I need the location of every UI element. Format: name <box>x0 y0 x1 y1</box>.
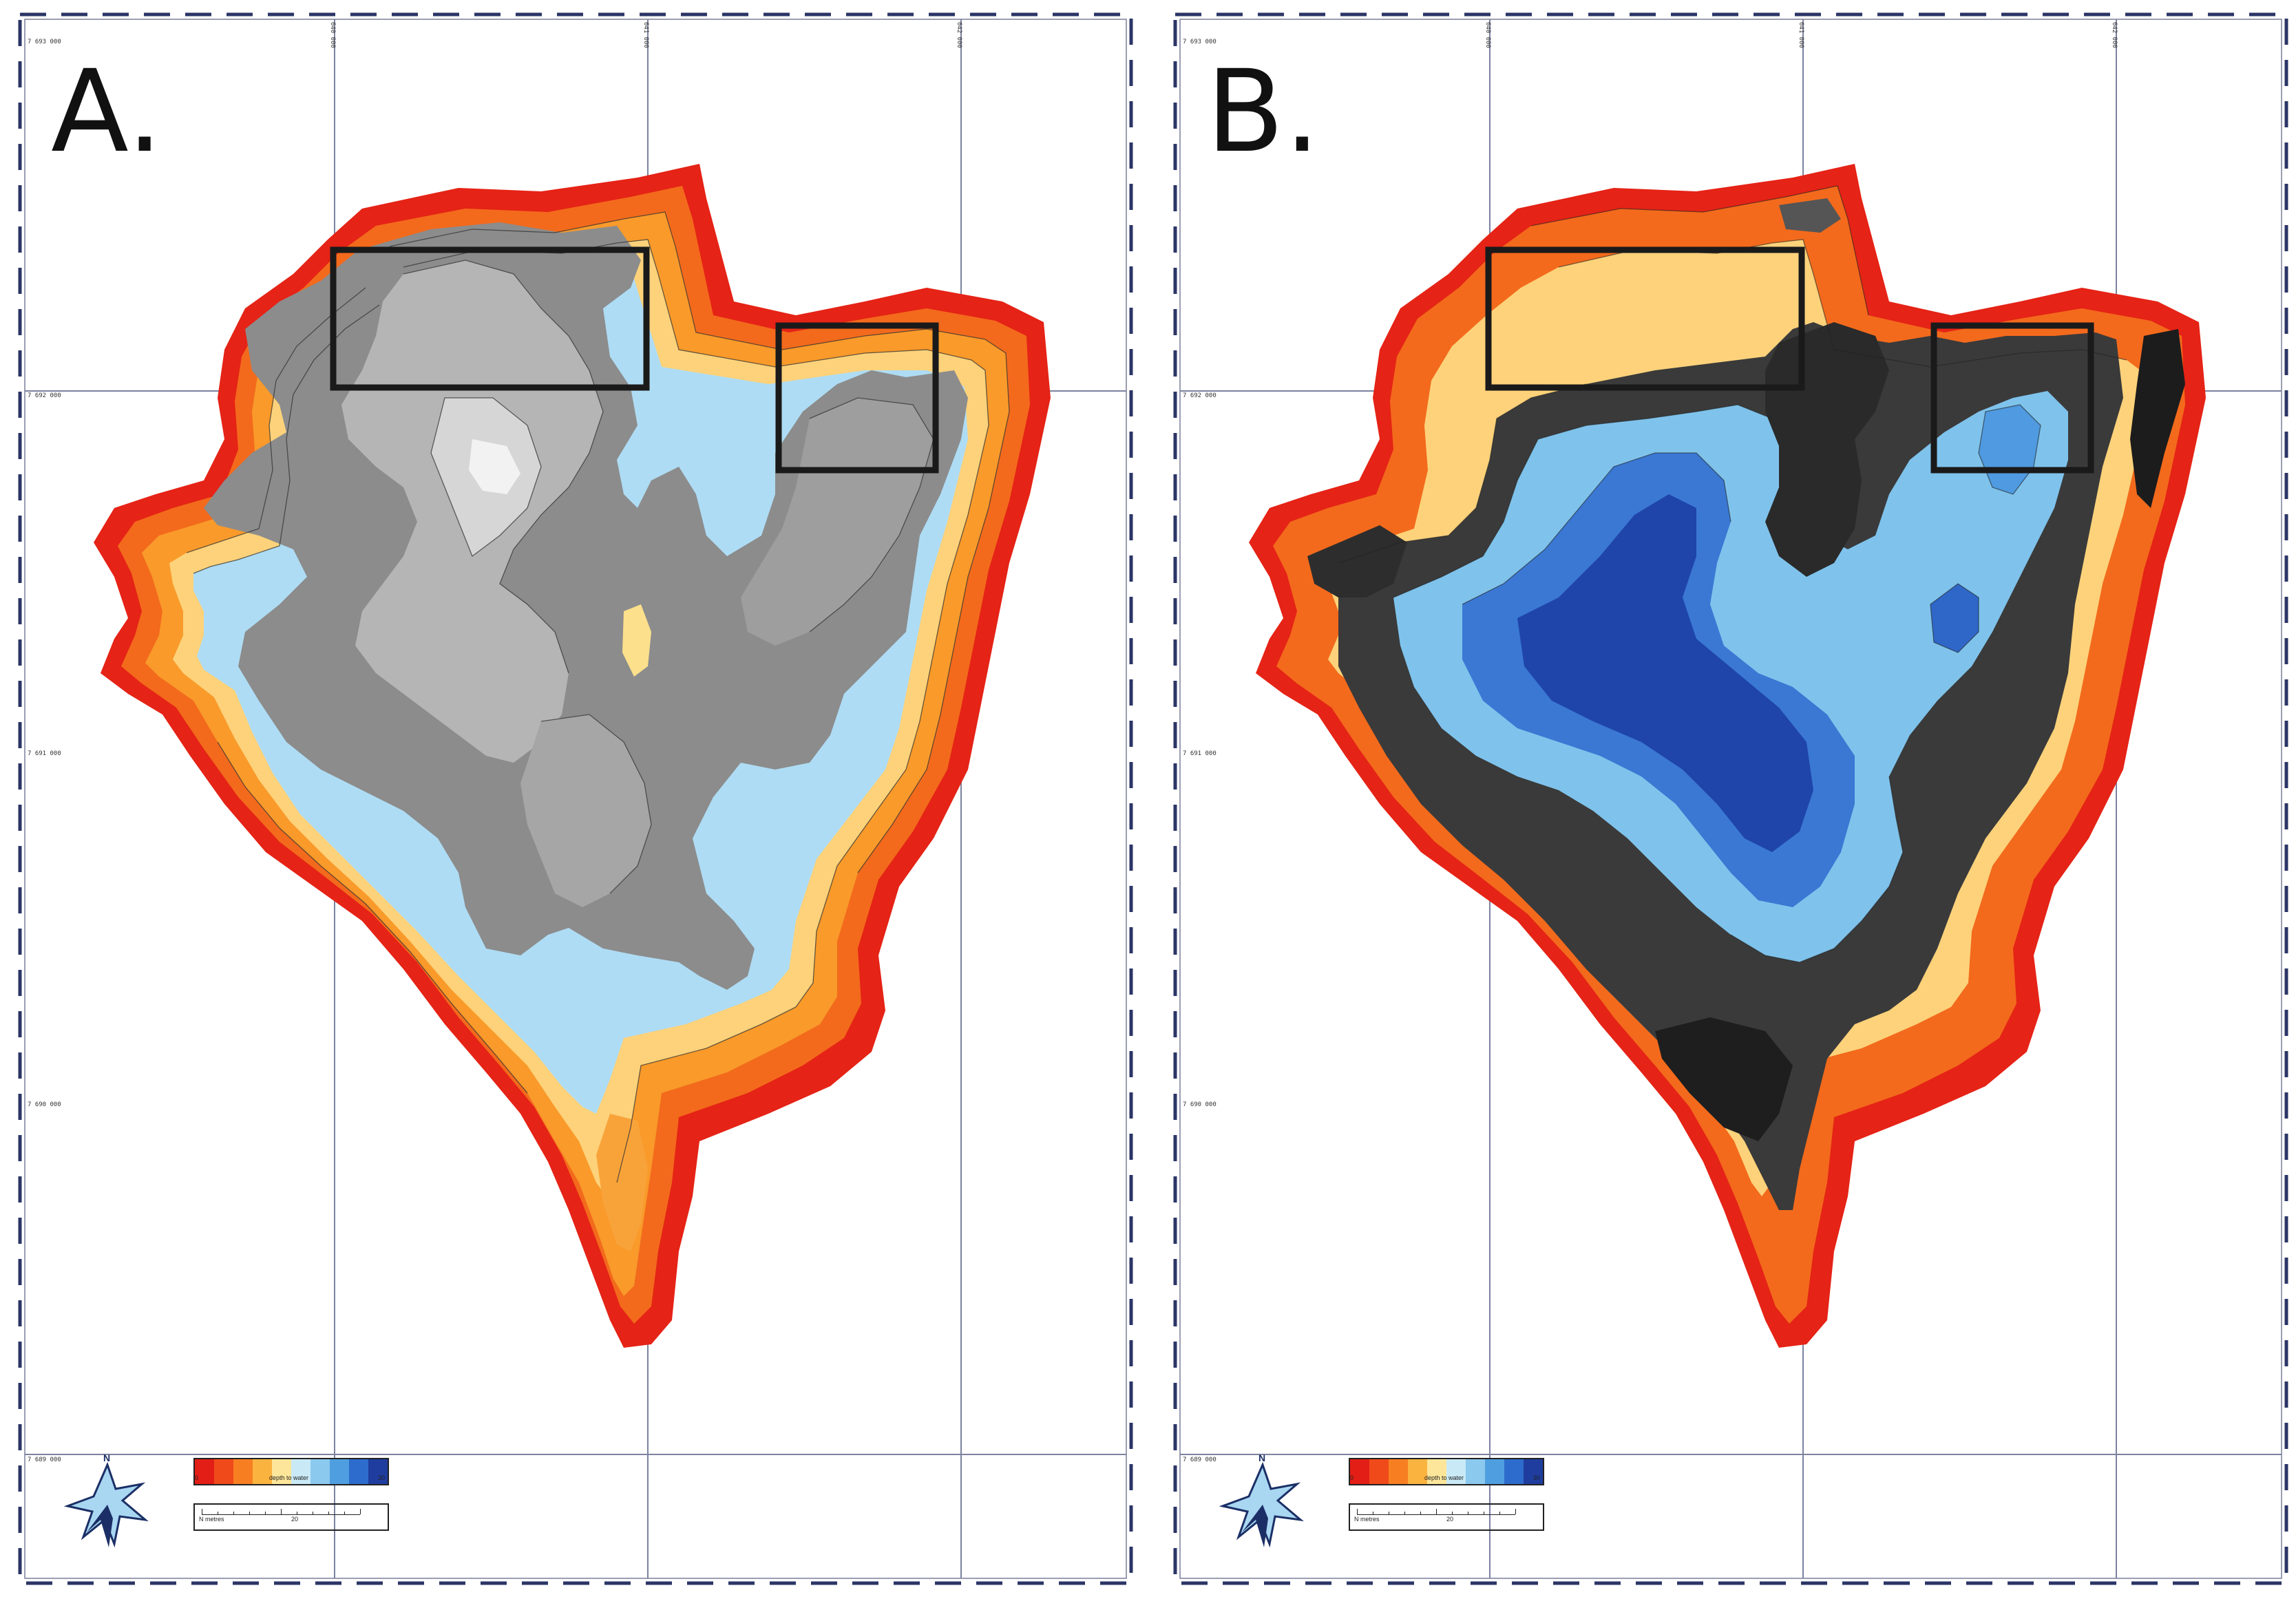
colorbar-max-label: 30 <box>1533 1474 1540 1481</box>
lake-grey-east <box>741 398 934 646</box>
coord-left-3: 7 691 000 <box>28 750 61 757</box>
scale-tick <box>328 1512 329 1514</box>
lake-blue-east <box>1930 584 1979 653</box>
coord-top-1: 640 000 <box>1484 22 1491 48</box>
coord-top-2: 641 000 <box>1798 22 1804 48</box>
highlight-box-east <box>775 322 939 474</box>
colorbar-min-label: 0 <box>1350 1474 1354 1481</box>
lake-yellow-spot <box>622 604 651 677</box>
scale-tick <box>1499 1512 1500 1514</box>
highlight-box-east <box>1930 322 2094 474</box>
scale-tick <box>1357 1509 1358 1514</box>
lake-dark-nw-bump <box>1779 198 1841 233</box>
map-panel-a: A. 640 000 641 000 642 000 7 693 000 7 6… <box>18 12 1133 1585</box>
map-frame <box>18 12 1133 1585</box>
map-a-canvas <box>18 12 1133 1585</box>
colorbar-title: depth to water <box>269 1474 309 1481</box>
scale-unit: N metres <box>1354 1516 1380 1523</box>
coord-left-1: 7 693 000 <box>1183 39 1217 45</box>
scale-tick <box>249 1512 250 1514</box>
scale-value: 20 <box>1446 1516 1454 1523</box>
scale-tick <box>1436 1509 1437 1514</box>
map-legend: 0 depth to water 30 N metres 20 <box>1349 1458 1548 1531</box>
map-inner-frame <box>24 19 1127 1579</box>
lake-orange-south-lobe <box>596 1114 648 1251</box>
scale-bar: N metres 20 <box>1349 1503 1544 1531</box>
scale-tick <box>265 1512 266 1514</box>
highlight-box-north <box>1485 246 1805 391</box>
scale-unit: N metres <box>199 1516 224 1523</box>
panel-label: A. <box>51 45 163 178</box>
north-arrow-icon: N <box>1219 1452 1304 1548</box>
scale-tick <box>360 1509 361 1514</box>
north-arrow-icon: N <box>63 1452 149 1548</box>
map-legend: 0 depth to water 30 N metres 20 <box>193 1458 393 1531</box>
coord-top-2: 641 000 <box>642 22 649 48</box>
coord-left-5: 7 689 000 <box>1183 1457 1217 1463</box>
coord-top-1: 640 000 <box>329 22 336 48</box>
coord-left-2: 7 692 000 <box>1183 392 1217 399</box>
compass-label: N <box>1258 1452 1265 1463</box>
scale-tick <box>1420 1512 1421 1514</box>
scale-tick <box>1452 1512 1453 1514</box>
depth-colorbar <box>193 1458 389 1485</box>
coord-left-4: 7 690 000 <box>1183 1101 1217 1108</box>
coord-left-2: 7 692 000 <box>28 392 61 399</box>
lake-dark-south <box>1655 1017 1793 1141</box>
coord-left-1: 7 693 000 <box>28 39 61 45</box>
lake-grey-south <box>520 714 651 907</box>
map-panel-b: B. 640 000 641 000 642 000 7 693 000 7 6… <box>1173 12 2288 1585</box>
scale-tick <box>1515 1509 1516 1514</box>
colorbar-title: depth to water <box>1424 1474 1464 1481</box>
map-b-canvas <box>1173 12 2288 1585</box>
depth-colorbar <box>1349 1458 1544 1485</box>
lake-dark-west <box>1307 525 1407 597</box>
contour-lines <box>186 211 1010 1183</box>
panel-label: B. <box>1206 45 1320 178</box>
scale-tick <box>344 1512 345 1514</box>
lake-white-peak <box>469 439 520 494</box>
coord-top-3: 642 000 <box>956 22 962 48</box>
scale-value: 20 <box>291 1516 299 1523</box>
map-frame <box>1173 12 2288 1585</box>
lake-depth-contours <box>94 164 1051 1348</box>
lake-depth-contours <box>1249 164 2206 1348</box>
colorbar-max-label: 30 <box>377 1474 385 1481</box>
scale-tick <box>281 1509 282 1514</box>
coord-left-5: 7 689 000 <box>28 1457 61 1463</box>
compass-label: N <box>103 1452 110 1463</box>
scale-tick <box>1404 1512 1405 1514</box>
lake-deep-blue <box>1517 494 1813 852</box>
colorbar-min-label: 0 <box>195 1474 199 1481</box>
highlight-box-north <box>330 246 650 391</box>
coord-left-3: 7 691 000 <box>1183 750 1217 757</box>
lake-dark-east-edge <box>2130 329 2185 508</box>
coord-top-3: 642 000 <box>2111 22 2118 48</box>
scale-bar: N metres 20 <box>193 1503 389 1531</box>
scale-tick <box>233 1512 234 1514</box>
coord-left-4: 7 690 000 <box>28 1101 61 1108</box>
map-inner-frame <box>1179 19 2282 1579</box>
